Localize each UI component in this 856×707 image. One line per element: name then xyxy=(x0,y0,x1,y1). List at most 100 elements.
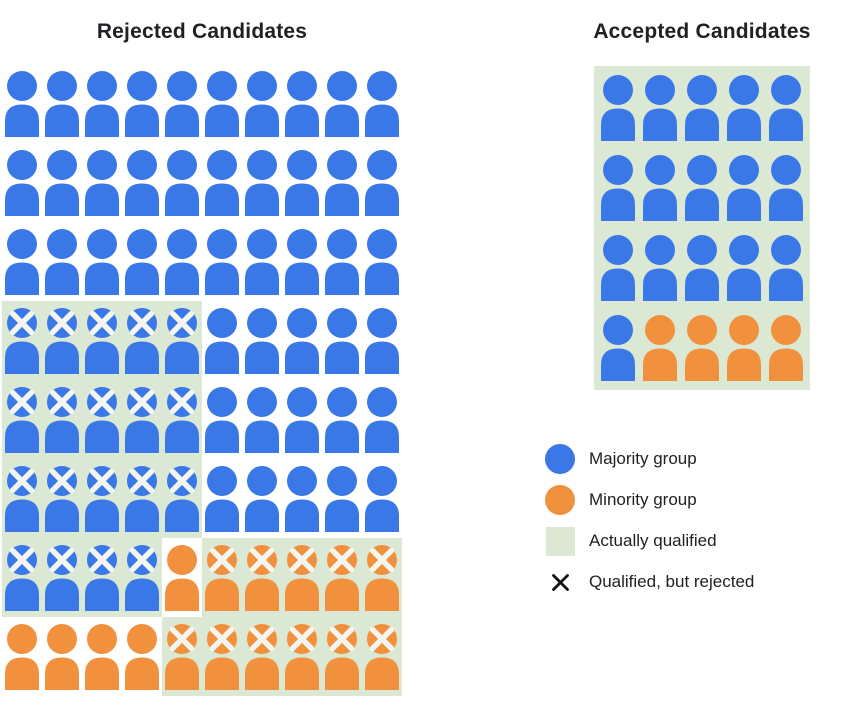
grid-cell xyxy=(202,617,242,696)
grid-cell xyxy=(122,459,162,538)
grid-cell xyxy=(242,143,282,222)
person-majority-icon xyxy=(245,149,279,216)
grid-cell xyxy=(639,228,681,308)
legend-item: Minority group xyxy=(545,485,754,515)
legend: Majority group Minority group Actually qua… xyxy=(545,444,754,597)
grid-cell xyxy=(681,68,723,148)
accepted-candidates-title: Accepted Candidates xyxy=(593,20,811,43)
grid-cell xyxy=(362,538,402,617)
grid-cell xyxy=(639,308,681,388)
person-majority-qualified-rejected-icon xyxy=(45,307,79,374)
grid-cell xyxy=(82,143,122,222)
person-majority-icon xyxy=(643,235,677,301)
grid-cell xyxy=(162,538,202,617)
grid-cell xyxy=(362,64,402,143)
legend-item: Majority group xyxy=(545,444,754,474)
person-majority-icon xyxy=(245,228,279,295)
grid-cell xyxy=(162,459,202,538)
grid-cell xyxy=(122,538,162,617)
grid-cell xyxy=(42,380,82,459)
person-majority-icon xyxy=(685,155,719,221)
grid-cell xyxy=(362,380,402,459)
person-majority-icon xyxy=(165,228,199,295)
person-majority-icon xyxy=(365,465,399,532)
person-minority-qualified-rejected-icon xyxy=(245,623,279,690)
grid-cell xyxy=(2,380,42,459)
grid-cell xyxy=(202,459,242,538)
grid-cell xyxy=(202,380,242,459)
person-majority-icon xyxy=(325,307,359,374)
grid-cell xyxy=(202,64,242,143)
grid-cell xyxy=(322,64,362,143)
grid-cell xyxy=(122,143,162,222)
person-majority-icon xyxy=(5,70,39,137)
person-minority-qualified-rejected-icon xyxy=(165,623,199,690)
grid-cell xyxy=(202,301,242,380)
person-majority-icon xyxy=(325,228,359,295)
person-majority-icon xyxy=(245,70,279,137)
grid-cell xyxy=(42,617,82,696)
grid-cell xyxy=(202,222,242,301)
person-majority-icon xyxy=(769,75,803,141)
person-majority-icon xyxy=(727,235,761,301)
person-majority-icon xyxy=(643,155,677,221)
grid-cell xyxy=(322,143,362,222)
grid-cell xyxy=(723,68,765,148)
person-minority-qualified-rejected-icon xyxy=(285,623,319,690)
person-majority-icon xyxy=(245,307,279,374)
grid-cell xyxy=(242,301,282,380)
person-minority-qualified-rejected-icon xyxy=(325,623,359,690)
person-majority-icon xyxy=(205,70,239,137)
person-majority-icon xyxy=(165,70,199,137)
grid-cell xyxy=(282,64,322,143)
person-majority-qualified-rejected-icon xyxy=(125,465,159,532)
person-majority-icon xyxy=(365,307,399,374)
person-majority-qualified-rejected-icon xyxy=(5,465,39,532)
legend-item: Actually qualified xyxy=(545,526,754,556)
grid-cell xyxy=(362,301,402,380)
grid-cell xyxy=(282,301,322,380)
person-minority-qualified-rejected-icon xyxy=(285,544,319,611)
grid-cell xyxy=(242,617,282,696)
legend-label: Actually qualified xyxy=(589,531,717,550)
person-majority-icon xyxy=(125,70,159,137)
rejected-x-icon xyxy=(545,567,575,597)
person-majority-icon xyxy=(5,149,39,216)
grid-cell xyxy=(42,538,82,617)
grid-cell xyxy=(765,308,807,388)
grid-cell xyxy=(242,538,282,617)
grid-cell xyxy=(242,222,282,301)
person-majority-icon xyxy=(205,149,239,216)
grid-cell xyxy=(82,301,122,380)
grid-cell xyxy=(162,143,202,222)
person-majority-icon xyxy=(325,386,359,453)
person-majority-icon xyxy=(285,70,319,137)
grid-cell xyxy=(362,459,402,538)
grid-cell xyxy=(162,222,202,301)
person-majority-icon xyxy=(643,75,677,141)
person-majority-icon xyxy=(245,465,279,532)
accepted-candidates-grid xyxy=(594,66,810,390)
rejected-candidates-title: Rejected Candidates xyxy=(96,20,308,43)
grid-cell xyxy=(122,301,162,380)
person-majority-icon xyxy=(325,149,359,216)
grid-cell xyxy=(322,301,362,380)
person-majority-icon xyxy=(245,386,279,453)
person-majority-qualified-rejected-icon xyxy=(5,307,39,374)
person-minority-icon xyxy=(165,544,199,611)
person-majority-icon xyxy=(325,465,359,532)
rejected-candidates-grid xyxy=(2,64,402,696)
person-minority-icon xyxy=(85,623,119,690)
grid-cell xyxy=(282,222,322,301)
legend-label: Qualified, but rejected xyxy=(589,572,755,591)
grid-cell xyxy=(162,617,202,696)
grid-cell xyxy=(597,308,639,388)
person-majority-qualified-rejected-icon xyxy=(5,544,39,611)
person-majority-qualified-rejected-icon xyxy=(85,544,119,611)
person-majority-qualified-rejected-icon xyxy=(165,465,199,532)
grid-cell xyxy=(82,459,122,538)
person-majority-qualified-rejected-icon xyxy=(125,307,159,374)
grid-cell xyxy=(242,64,282,143)
qualified-square-icon xyxy=(546,526,575,556)
